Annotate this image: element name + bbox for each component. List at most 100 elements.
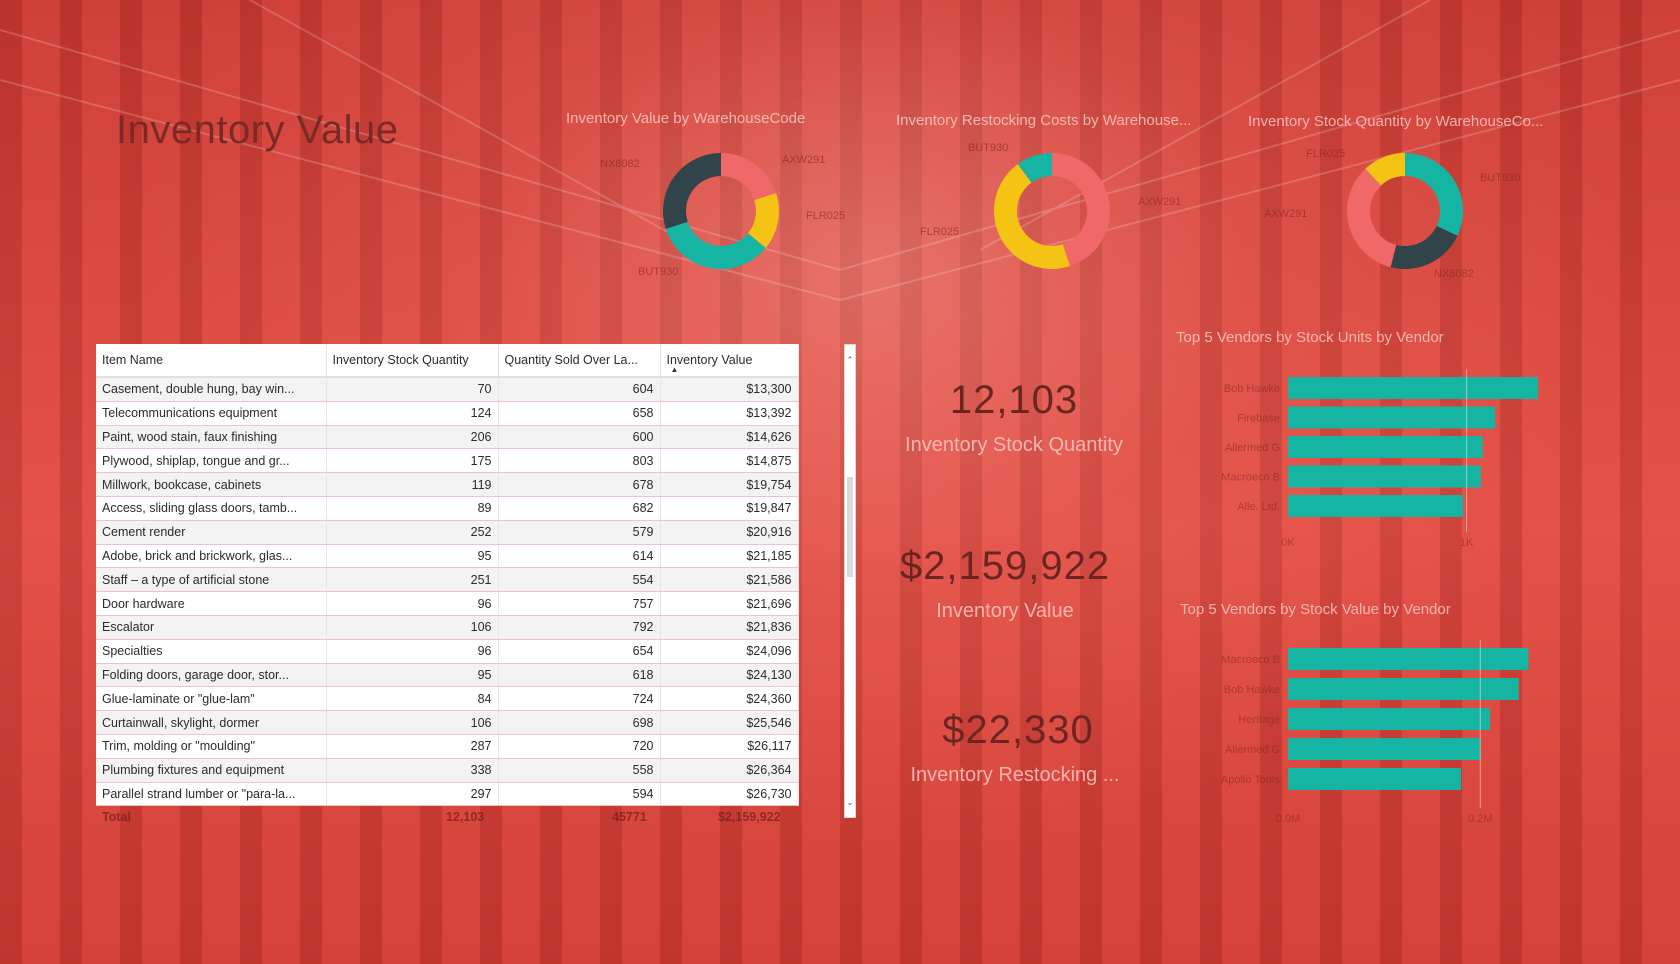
donut2-slice-but930[interactable] xyxy=(1405,153,1463,236)
bar0-bar[interactable] xyxy=(1288,406,1496,429)
cell-item-name: Plywood, shiplap, tongue and gr... xyxy=(96,448,327,474)
table-row[interactable]: Trim, molding or "moulding" 287 720 $26,117 xyxy=(96,734,799,759)
table-row[interactable]: Curtainwall, skylight, dormer 106 698 $25,5… xyxy=(96,710,799,735)
bar0-category-label: Firebase xyxy=(1237,413,1280,425)
donut1-slice-flr025[interactable] xyxy=(994,164,1070,269)
donut-chart-restocking-costs[interactable] xyxy=(982,141,1122,281)
bar0-bar[interactable] xyxy=(1288,377,1538,399)
table-row[interactable]: Paint, wood stain, faux finishing 206 600 $… xyxy=(96,425,799,450)
bar1-bar[interactable] xyxy=(1288,708,1490,730)
cell-quantity-sold: 604 xyxy=(498,377,661,402)
donut-chart-stock-quantity[interactable] xyxy=(1335,141,1475,281)
table-row[interactable]: Folding doors, garage door, stor... 95 618… xyxy=(96,663,799,688)
bar1-category-label: Macroeco B xyxy=(1221,654,1280,666)
donut2-label-nx8082: NX8082 xyxy=(1434,268,1474,280)
column-header-item-name[interactable]: Item Name xyxy=(96,344,327,378)
bar1-bar[interactable] xyxy=(1288,678,1519,700)
cell-inventory-value: $21,696 xyxy=(660,591,799,616)
table-row[interactable]: Door hardware 96 757 $21,696 xyxy=(96,591,799,616)
bar0-bar[interactable] xyxy=(1288,495,1463,517)
cell-stock-quantity: 206 xyxy=(326,425,499,450)
cell-inventory-value: $21,185 xyxy=(660,544,799,569)
cell-quantity-sold: 658 xyxy=(498,401,661,426)
donut0-slice-flr025[interactable] xyxy=(747,193,779,248)
table-row[interactable]: Telecommunications equipment 124 658 $13,39… xyxy=(96,401,799,426)
cell-inventory-value: $24,130 xyxy=(660,663,799,688)
donut-chart-inventory-value[interactable] xyxy=(651,141,791,281)
cell-item-name: Specialties xyxy=(96,639,327,664)
donut0-slice-nx8082[interactable] xyxy=(663,153,721,229)
cell-stock-quantity: 175 xyxy=(326,448,499,474)
cell-quantity-sold: 600 xyxy=(498,425,661,450)
table-row[interactable]: Adobe, brick and brickwork, glas... 95 614… xyxy=(96,544,799,569)
column-header-quantity-sold[interactable]: Quantity Sold Over La... xyxy=(498,344,661,378)
total-label: Total xyxy=(102,810,131,824)
donut2-slice-axw291[interactable] xyxy=(1347,168,1397,268)
table-scrollbar[interactable]: ⌃ ⌄ xyxy=(844,344,856,818)
donut1-slice-but930[interactable] xyxy=(1017,153,1052,183)
page-title: Inventory Value xyxy=(116,108,399,152)
cell-stock-quantity: 70 xyxy=(326,377,499,402)
bar0-bar[interactable] xyxy=(1288,436,1483,458)
bar-chart-stock-value[interactable]: Macroeco B Bob Hawke Heritage Allermed G Apo… xyxy=(1180,636,1580,826)
bar1-category-label: Apollo Tools xyxy=(1221,774,1281,786)
cell-item-name: Parallel strand lumber or "para-la... xyxy=(96,782,327,807)
cell-item-name: Plumbing fixtures and equipment xyxy=(96,758,327,783)
bar-chart-title-units: Top 5 Vendors by Stock Units by Vendor xyxy=(1176,329,1444,346)
table-row[interactable]: Parallel strand lumber or "para-la... 297… xyxy=(96,782,799,807)
donut0-slice-axw291[interactable] xyxy=(721,153,777,201)
cell-inventory-value: $19,847 xyxy=(660,496,799,521)
table-row[interactable]: Casement, double hung, bay win... 70 604 $1… xyxy=(96,377,799,402)
table-row[interactable]: Specialties 96 654 $24,096 xyxy=(96,639,799,664)
bar-chart-stock-units[interactable]: Bob Hawke Firebase Allermed G Macroeco B All… xyxy=(1180,368,1580,548)
table-row[interactable]: Millwork, bookcase, cabinets 119 678 $19,75… xyxy=(96,472,799,497)
cell-inventory-value: $14,626 xyxy=(660,425,799,450)
cell-quantity-sold: 724 xyxy=(498,686,661,712)
scroll-thumb[interactable] xyxy=(847,477,853,577)
bar1-bar[interactable] xyxy=(1288,648,1529,670)
column-header-inventory-value[interactable]: Inventory Value ▲ xyxy=(660,344,799,378)
cell-item-name: Staff – a type of artificial stone xyxy=(96,567,327,593)
cell-stock-quantity: 124 xyxy=(326,401,499,426)
donut0-slice-but930[interactable] xyxy=(665,221,766,269)
cell-quantity-sold: 594 xyxy=(498,782,661,807)
total-inventory-value: $2,159,922 xyxy=(718,810,781,824)
donut-title-value: Inventory Value by WarehouseCode xyxy=(566,110,806,127)
cell-inventory-value: $21,586 xyxy=(660,567,799,593)
cell-stock-quantity: 297 xyxy=(326,782,499,807)
cell-stock-quantity: 287 xyxy=(326,734,499,759)
donut0-label-axw291: AXW291 xyxy=(782,154,826,166)
table-row[interactable]: Cement render 252 579 $20,916 xyxy=(96,520,799,545)
cell-quantity-sold: 678 xyxy=(498,472,661,497)
cell-quantity-sold: 558 xyxy=(498,758,661,783)
cell-quantity-sold: 554 xyxy=(498,567,661,593)
bar0-category-label: Alle. Ltd. xyxy=(1237,501,1280,513)
scroll-up-icon[interactable]: ⌃ xyxy=(846,355,854,365)
table-row[interactable]: Glue-laminate or "glue-lam" 84 724 $24,360 xyxy=(96,686,799,712)
cell-quantity-sold: 618 xyxy=(498,663,661,688)
donut1-slice-axw291[interactable] xyxy=(1052,153,1110,267)
donut2-slice-nx8082[interactable] xyxy=(1390,225,1458,269)
column-header-stock-quantity[interactable]: Inventory Stock Quantity xyxy=(326,344,499,378)
cell-inventory-value: $25,546 xyxy=(660,710,799,735)
table-row[interactable]: Plywood, shiplap, tongue and gr... 175 803… xyxy=(96,448,799,474)
table-row[interactable]: Staff – a type of artificial stone 251 554… xyxy=(96,567,799,593)
bar0-bar[interactable] xyxy=(1288,465,1481,488)
cell-item-name: Telecommunications equipment xyxy=(96,401,327,426)
kpi-inventory-value-label: Inventory Value xyxy=(936,600,1074,622)
table-row[interactable]: Escalator 106 792 $21,836 xyxy=(96,615,799,640)
cell-item-name: Curtainwall, skylight, dormer xyxy=(96,710,327,735)
kpi-stock-quantity-value: 12,103 xyxy=(949,378,1079,422)
table-row[interactable]: Plumbing fixtures and equipment 338 558 $26… xyxy=(96,758,799,783)
bar1-bar[interactable] xyxy=(1288,768,1462,790)
table-row[interactable]: Access, sliding glass doors, tamb... 89 68… xyxy=(96,496,799,521)
bar-chart-title-value: Top 5 Vendors by Stock Value by Vendor xyxy=(1180,601,1451,618)
bar0-category-label: Macroeco B xyxy=(1221,472,1280,484)
donut2-slice-flr025[interactable] xyxy=(1365,153,1405,186)
bar1-bar[interactable] xyxy=(1288,738,1481,760)
donut2-label-but930: BUT930 xyxy=(1480,172,1521,184)
scroll-down-icon[interactable]: ⌄ xyxy=(846,797,854,807)
cell-stock-quantity: 252 xyxy=(326,520,499,545)
cell-quantity-sold: 698 xyxy=(498,710,661,735)
